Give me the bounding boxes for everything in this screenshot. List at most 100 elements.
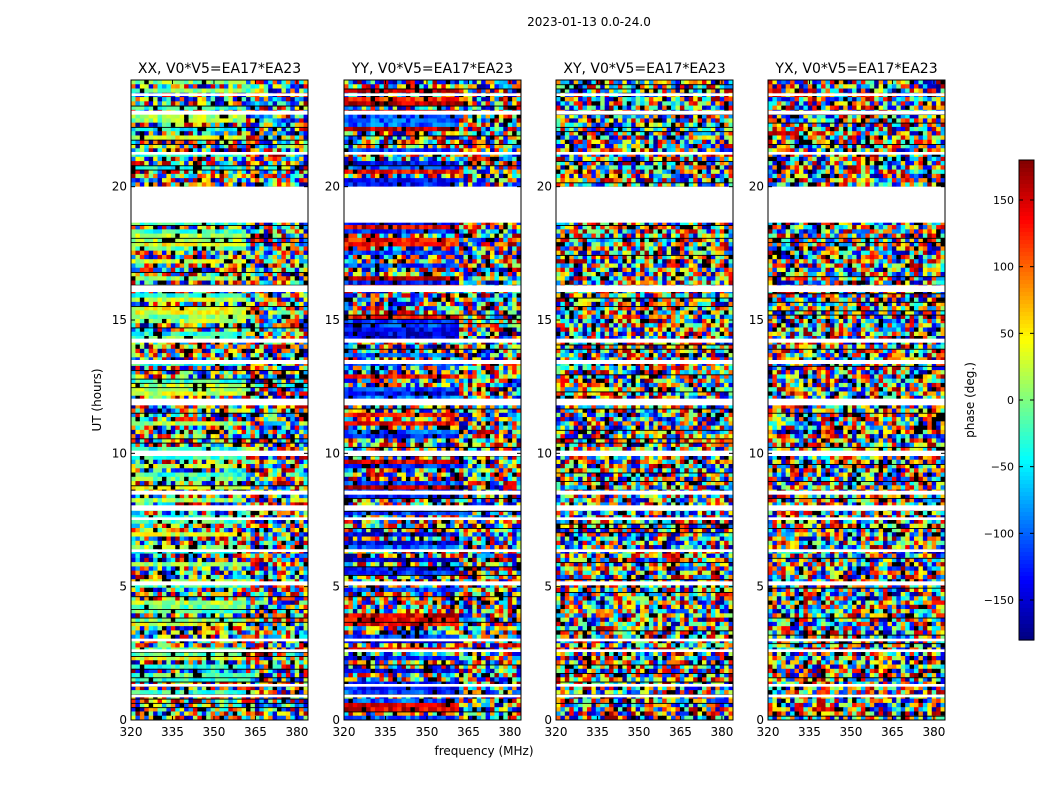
colorbar-segment — [1019, 492, 1034, 497]
colorbar-segment — [1019, 356, 1034, 361]
colorbar-segment — [1019, 632, 1034, 637]
y-tick-label: 0 — [544, 713, 552, 727]
colorbar-tick-label: −100 — [984, 527, 1014, 540]
colorbar-segment — [1019, 292, 1034, 297]
flagged-band — [556, 450, 733, 456]
colorbar-tick-label: 50 — [1000, 327, 1014, 340]
colorbar-tick-label: −150 — [984, 594, 1014, 607]
flagged-band — [344, 110, 521, 115]
colorbar-segment — [1019, 376, 1034, 381]
panel-1: XX, V0*V5=EA17*EA23 320 335 350 365 380 0 5 10 15… — [112, 61, 309, 739]
y-tick-label: 0 — [332, 713, 340, 727]
flagged-band — [556, 398, 733, 406]
panel-title: YY, V0*V5=EA17*EA23 — [351, 61, 513, 77]
heatmap-cells — [556, 80, 733, 720]
colorbar-segment — [1019, 184, 1034, 189]
flagged-band — [344, 285, 521, 292]
flagged-band — [768, 490, 945, 495]
colorbar-segment — [1019, 472, 1034, 477]
flagged-band — [131, 517, 308, 520]
x-tick-label: 350 — [203, 725, 226, 739]
colorbar-segment — [1019, 232, 1034, 237]
figure-suptitle: 2023-01-13 0.0-24.0 — [527, 15, 651, 29]
colorbar-segment — [1019, 332, 1034, 337]
x-tick-label: 380 — [710, 725, 733, 739]
flagged-band — [344, 93, 521, 96]
y-tick-label: 15 — [749, 313, 764, 327]
colorbar-segment — [1019, 440, 1034, 445]
flagged-band — [131, 638, 308, 642]
colorbar-segment — [1019, 316, 1034, 321]
flagged-band — [768, 450, 945, 456]
x-tick-label: 335 — [798, 725, 821, 739]
heatmap-cells — [344, 80, 521, 720]
flagged-band — [556, 517, 733, 520]
y-tick-label: 0 — [119, 713, 127, 727]
panel-frame — [130, 79, 309, 721]
flagged-band — [131, 189, 308, 223]
colorbar-segment — [1019, 588, 1034, 593]
x-tick-label: 320 — [333, 725, 356, 739]
colorbar-segment — [1019, 600, 1034, 605]
colorbar-segment — [1019, 176, 1034, 181]
panel-title: XX, V0*V5=EA17*EA23 — [138, 61, 301, 77]
colorbar-segment — [1019, 288, 1034, 293]
colorbar-segment — [1019, 404, 1034, 409]
flagged-band — [768, 505, 945, 511]
colorbar-segment — [1019, 380, 1034, 385]
colorbar-segment — [1019, 528, 1034, 533]
x-tick-label: 365 — [244, 725, 267, 739]
x-tick-label: 380 — [922, 725, 945, 739]
colorbar-segment — [1019, 556, 1034, 561]
colorbar-segment — [1019, 352, 1034, 357]
colorbar-segment — [1019, 252, 1034, 257]
colorbar-segment — [1019, 468, 1034, 473]
heatmap-cells — [768, 80, 945, 720]
colorbar-segment — [1019, 596, 1034, 601]
colorbar-segment — [1019, 516, 1034, 521]
x-tick-label: 350 — [840, 725, 863, 739]
colorbar-segment — [1019, 396, 1034, 401]
flagged-band — [768, 152, 945, 155]
flagged-band — [768, 684, 945, 687]
colorbar-segment — [1019, 448, 1034, 453]
colorbar-segment — [1019, 384, 1034, 389]
colorbar-segment — [1019, 308, 1034, 313]
flagged-band — [768, 398, 945, 406]
flagged-band — [768, 93, 945, 96]
colorbar-segment — [1019, 192, 1034, 197]
colorbar-segment — [1019, 608, 1034, 613]
panel-frame — [555, 79, 734, 721]
flagged-band — [556, 490, 733, 495]
colorbar-segment — [1019, 532, 1034, 537]
colorbar-segment — [1019, 188, 1034, 193]
flagged-band — [131, 505, 308, 511]
flagged-band — [131, 684, 308, 687]
flagged-band — [344, 152, 521, 155]
y-tick-label: 10 — [112, 446, 127, 460]
colorbar-segment — [1019, 416, 1034, 421]
colorbar-segment — [1019, 628, 1034, 633]
flagged-band — [556, 338, 733, 343]
colorbar-segment — [1019, 392, 1034, 397]
colorbar-segment — [1019, 228, 1034, 233]
flagged-band — [131, 285, 308, 292]
colorbar-segment — [1019, 476, 1034, 481]
panel-title: XY, V0*V5=EA17*EA23 — [563, 61, 725, 77]
x-tick-label: 320 — [120, 725, 143, 739]
panel-2: YY, V0*V5=EA17*EA23 320 335 350 365 380 0 5 10 15… — [325, 61, 522, 739]
flagged-band — [131, 338, 308, 343]
colorbar-segment — [1019, 200, 1034, 205]
flagged-band — [768, 517, 945, 520]
flagged-band — [556, 638, 733, 642]
x-tick-label: 350 — [628, 725, 651, 739]
colorbar-segment — [1019, 544, 1034, 549]
flagged-band — [344, 638, 521, 642]
colorbar-segment — [1019, 620, 1034, 625]
colorbar-tick-label: 150 — [993, 194, 1014, 207]
colorbar-segment — [1019, 256, 1034, 261]
y-tick-label: 10 — [749, 446, 764, 460]
x-tick-label: 380 — [285, 725, 308, 739]
colorbar-segment — [1019, 248, 1034, 253]
flagged-band — [556, 360, 733, 364]
